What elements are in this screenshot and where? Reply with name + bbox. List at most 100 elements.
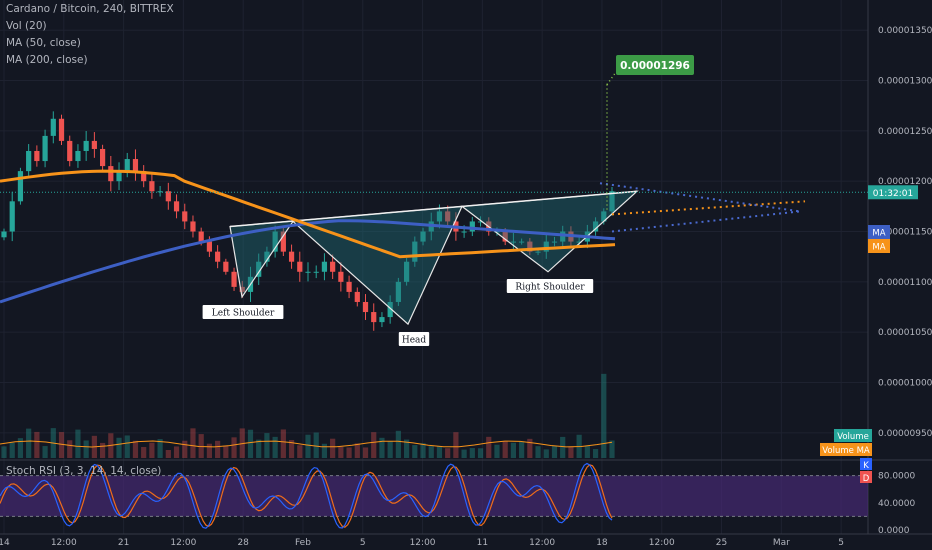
- candle-body: [502, 231, 508, 242]
- volume-bar: [395, 430, 401, 458]
- volume-bar: [149, 442, 155, 458]
- candle-body: [108, 166, 114, 182]
- candle-body: [346, 281, 352, 292]
- target-box: [616, 55, 694, 75]
- volume-bar: [256, 439, 262, 458]
- volume-bar: [436, 446, 443, 458]
- volume-bar: [486, 436, 492, 458]
- volume-bar: [9, 442, 15, 458]
- candle-body: [34, 150, 40, 162]
- target-label: 0.00001296: [620, 60, 690, 72]
- volume-bar: [420, 443, 426, 458]
- left-shoulder-label-box: [202, 305, 284, 319]
- candle-body: [1, 231, 7, 238]
- price-tick-label: 0.00001300: [878, 77, 932, 87]
- candle-body: [436, 211, 443, 222]
- legend-title: Cardano / Bitcoin, 240, BITTREX: [6, 3, 174, 15]
- ma200-tag: MA: [872, 229, 885, 239]
- candle-body: [362, 301, 369, 313]
- volume-bar: [371, 432, 377, 458]
- candle-body: [9, 201, 15, 232]
- volume-bar: [387, 441, 393, 458]
- volume-bar: [305, 434, 311, 458]
- legend-volume: Vol (20): [6, 20, 47, 32]
- volume-bar: [461, 449, 467, 458]
- volume-bar: [198, 434, 204, 458]
- countdown-badge: [868, 185, 918, 200]
- time-tick-label: Mar: [773, 538, 790, 548]
- time-tick-label: 12:00: [649, 538, 675, 548]
- volume-bar: [280, 429, 286, 458]
- candle-body: [198, 231, 204, 242]
- candle-body: [535, 251, 541, 253]
- volume-bar: [510, 442, 517, 458]
- candle-body: [157, 191, 163, 193]
- volume-bar: [182, 440, 188, 458]
- candle-body: [403, 261, 410, 282]
- volume-bar: [494, 444, 500, 458]
- volume-bar: [428, 446, 434, 458]
- candle-body: [371, 312, 377, 323]
- volume-bar: [313, 432, 319, 458]
- volume-bar: [26, 428, 32, 458]
- candle-body: [182, 211, 188, 222]
- candle-body: [387, 301, 393, 318]
- volume-bar: [75, 429, 81, 458]
- price-tick-label: 0.00000950: [878, 429, 932, 439]
- candle-body: [26, 150, 32, 172]
- volume-bar: [453, 432, 459, 458]
- volume-bar: [132, 440, 139, 458]
- time-tick-label: Feb: [295, 538, 311, 548]
- rsi-d-tag: D: [863, 474, 870, 484]
- volume-bar: [535, 446, 541, 458]
- candle-body: [461, 231, 467, 233]
- price-tick-label: 0.00001250: [878, 127, 932, 137]
- volume-bar: [223, 445, 229, 458]
- time-tick-label: 18: [596, 538, 608, 548]
- candle-body: [173, 201, 180, 212]
- candle-body: [420, 231, 426, 242]
- candle-body: [576, 241, 582, 243]
- target-connector: [606, 71, 617, 85]
- ma200-projection: [611, 210, 801, 233]
- volume-bar: [502, 441, 508, 458]
- time-tick-label: 5: [838, 538, 844, 548]
- time-tick-label: 28: [237, 538, 249, 548]
- volume-tag-bg: [834, 429, 872, 442]
- volume-bar: [568, 446, 574, 458]
- candle-body: [256, 261, 262, 277]
- volume-bar: [354, 443, 360, 458]
- candle-body: [445, 211, 451, 222]
- ma50-projection: [611, 200, 806, 216]
- triangle-projection: [599, 182, 801, 213]
- rsi-d-line: [0, 464, 613, 528]
- candle-body: [551, 241, 558, 243]
- candle-body: [288, 251, 295, 262]
- candle-body: [412, 241, 418, 262]
- volume-bar: [157, 439, 163, 458]
- time-tick-label: 12:00: [51, 538, 77, 548]
- candle-body: [223, 261, 229, 272]
- right-shoulder-label-box: [506, 279, 594, 293]
- price-tick-label: 0.00001000: [878, 379, 932, 389]
- price-tick-label: 0.00001150: [878, 228, 932, 238]
- candle-body: [165, 191, 171, 202]
- candle-body: [91, 140, 97, 149]
- legend-ma50: MA (50, close): [6, 37, 81, 49]
- volume-bar: [141, 447, 147, 458]
- candle-body: [494, 231, 500, 233]
- time-tick-label: 21: [118, 538, 129, 548]
- volume-bar: [527, 438, 533, 458]
- volume-bar: [272, 436, 278, 458]
- legend-stoch-rsi: Stoch RSI (3, 3, 14, 14, close): [6, 465, 162, 477]
- volume-bar: [551, 445, 558, 458]
- volume-bar: [321, 443, 328, 458]
- time-tick-label: 5: [360, 538, 366, 548]
- volume-tag: Volume: [837, 432, 869, 442]
- candle-body: [297, 261, 303, 272]
- candle-body: [330, 261, 336, 272]
- rsi-k-tag: K: [863, 461, 869, 471]
- volume-bar: [592, 449, 599, 458]
- volume-bar: [330, 438, 336, 458]
